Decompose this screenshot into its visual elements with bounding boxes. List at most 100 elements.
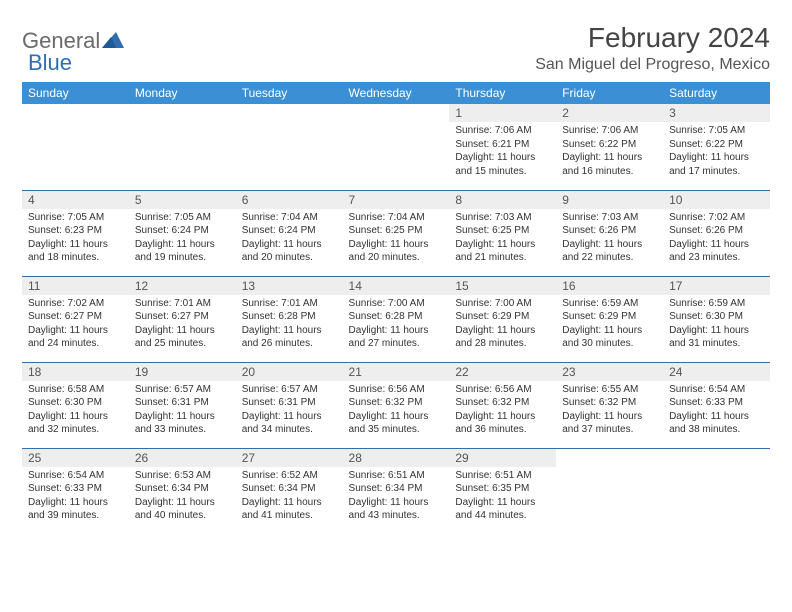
sunset-text: Sunset: 6:34 PM — [135, 482, 230, 496]
day-number: 15 — [449, 277, 556, 295]
sunrise-text: Sunrise: 7:06 AM — [455, 124, 550, 138]
calendar-day-cell: 23 Sunrise: 6:55 AMSunset: 6:32 PMDayligh… — [556, 362, 663, 448]
sunrise-text: Sunrise: 7:04 AM — [349, 211, 444, 225]
calendar-week-row: 25Sunrise: 6:54 AMSunset: 6:33 PMDayligh… — [22, 448, 770, 534]
daylight-text: Daylight: 11 hours and 41 minutes. — [242, 496, 337, 523]
calendar-body: 1Sunrise: 7:06 AMSunset: 6:21 PMDaylight… — [22, 104, 770, 534]
sunrise-text: Sunrise: 7:04 AM — [242, 211, 337, 225]
day-info: Sunrise: 7:04 AMSunset: 6:24 PMDaylight:… — [236, 209, 343, 269]
day-info: Sunrise: 7:01 AMSunset: 6:28 PMDaylight:… — [236, 295, 343, 355]
day-number: 3 — [663, 104, 770, 122]
daylight-text: Daylight: 11 hours and 30 minutes. — [562, 324, 657, 351]
logo-triangle-icon — [102, 28, 124, 54]
sunset-text: Sunset: 6:24 PM — [242, 224, 337, 238]
day-info: Sunrise: 7:04 AMSunset: 6:25 PMDaylight:… — [343, 209, 450, 269]
day-number: 2 — [556, 104, 663, 122]
daylight-text: Daylight: 11 hours and 35 minutes. — [349, 410, 444, 437]
calendar-day-cell — [556, 448, 663, 534]
weekday-header: Monday — [129, 82, 236, 104]
calendar-day-cell: 14Sunrise: 7:00 AMSunset: 6:28 PMDayligh… — [343, 276, 450, 362]
sunrise-text: Sunrise: 6:54 AM — [28, 469, 123, 483]
calendar-week-row: 18Sunrise: 6:58 AMSunset: 6:30 PMDayligh… — [22, 362, 770, 448]
day-number: 19 — [129, 363, 236, 381]
day-number: 28 — [343, 449, 450, 467]
calendar-day-cell: 20Sunrise: 6:57 AMSunset: 6:31 PMDayligh… — [236, 362, 343, 448]
daylight-text: Daylight: 11 hours and 26 minutes. — [242, 324, 337, 351]
calendar-day-cell: 21Sunrise: 6:56 AMSunset: 6:32 PMDayligh… — [343, 362, 450, 448]
daylight-text: Daylight: 11 hours and 22 minutes. — [562, 238, 657, 265]
day-info: Sunrise: 6:57 AMSunset: 6:31 PMDaylight:… — [236, 381, 343, 441]
sunset-text: Sunset: 6:34 PM — [242, 482, 337, 496]
sunset-text: Sunset: 6:28 PM — [349, 310, 444, 324]
calendar-day-cell: 1Sunrise: 7:06 AMSunset: 6:21 PMDaylight… — [449, 104, 556, 190]
day-number: 9 — [556, 191, 663, 209]
day-info: Sunrise: 6:59 AMSunset: 6:30 PMDaylight:… — [663, 295, 770, 355]
daylight-text: Daylight: 11 hours and 18 minutes. — [28, 238, 123, 265]
calendar-day-cell: 22Sunrise: 6:56 AMSunset: 6:32 PMDayligh… — [449, 362, 556, 448]
day-number: 29 — [449, 449, 556, 467]
calendar-day-cell: 16Sunrise: 6:59 AMSunset: 6:29 PMDayligh… — [556, 276, 663, 362]
daylight-text: Daylight: 11 hours and 19 minutes. — [135, 238, 230, 265]
day-number: 26 — [129, 449, 236, 467]
sunrise-text: Sunrise: 7:06 AM — [562, 124, 657, 138]
calendar-day-cell: 24Sunrise: 6:54 AMSunset: 6:33 PMDayligh… — [663, 362, 770, 448]
day-number: 21 — [343, 363, 450, 381]
sunrise-text: Sunrise: 7:00 AM — [455, 297, 550, 311]
calendar-day-cell: 17Sunrise: 6:59 AMSunset: 6:30 PMDayligh… — [663, 276, 770, 362]
sunset-text: Sunset: 6:30 PM — [669, 310, 764, 324]
daylight-text: Daylight: 11 hours and 17 minutes. — [669, 151, 764, 178]
daylight-text: Daylight: 11 hours and 15 minutes. — [455, 151, 550, 178]
daylight-text: Daylight: 11 hours and 38 minutes. — [669, 410, 764, 437]
sunset-text: Sunset: 6:34 PM — [349, 482, 444, 496]
sunrise-text: Sunrise: 6:56 AM — [455, 383, 550, 397]
calendar-table: Sunday Monday Tuesday Wednesday Thursday… — [22, 82, 770, 534]
sunrise-text: Sunrise: 7:03 AM — [455, 211, 550, 225]
day-info: Sunrise: 7:03 AMSunset: 6:26 PMDaylight:… — [556, 209, 663, 269]
day-number: 23 — [556, 363, 663, 381]
calendar-day-cell: 3Sunrise: 7:05 AMSunset: 6:22 PMDaylight… — [663, 104, 770, 190]
title-block: February 2024 San Miguel del Progreso, M… — [535, 22, 770, 74]
daylight-text: Daylight: 11 hours and 23 minutes. — [669, 238, 764, 265]
calendar-day-cell: 18Sunrise: 6:58 AMSunset: 6:30 PMDayligh… — [22, 362, 129, 448]
day-number: 18 — [22, 363, 129, 381]
sunset-text: Sunset: 6:25 PM — [455, 224, 550, 238]
day-info: Sunrise: 6:51 AMSunset: 6:34 PMDaylight:… — [343, 467, 450, 527]
calendar-day-cell — [129, 104, 236, 190]
sunset-text: Sunset: 6:24 PM — [135, 224, 230, 238]
day-number: 27 — [236, 449, 343, 467]
sunrise-text: Sunrise: 7:01 AM — [135, 297, 230, 311]
sunset-text: Sunset: 6:31 PM — [242, 396, 337, 410]
calendar-week-row: 4Sunrise: 7:05 AMSunset: 6:23 PMDaylight… — [22, 190, 770, 276]
sunrise-text: Sunrise: 6:55 AM — [562, 383, 657, 397]
calendar-day-cell: 10Sunrise: 7:02 AMSunset: 6:26 PMDayligh… — [663, 190, 770, 276]
sunrise-text: Sunrise: 7:02 AM — [28, 297, 123, 311]
weekday-header: Sunday — [22, 82, 129, 104]
calendar-day-cell: 11Sunrise: 7:02 AMSunset: 6:27 PMDayligh… — [22, 276, 129, 362]
sunset-text: Sunset: 6:32 PM — [455, 396, 550, 410]
day-number: 8 — [449, 191, 556, 209]
day-info: Sunrise: 7:02 AMSunset: 6:26 PMDaylight:… — [663, 209, 770, 269]
header: General February 2024 San Miguel del Pro… — [22, 22, 770, 74]
day-number: 12 — [129, 277, 236, 295]
daylight-text: Daylight: 11 hours and 37 minutes. — [562, 410, 657, 437]
sunset-text: Sunset: 6:33 PM — [669, 396, 764, 410]
day-info: Sunrise: 6:56 AMSunset: 6:32 PMDaylight:… — [343, 381, 450, 441]
sunset-text: Sunset: 6:31 PM — [135, 396, 230, 410]
day-info: Sunrise: 6:53 AMSunset: 6:34 PMDaylight:… — [129, 467, 236, 527]
day-number: 16 — [556, 277, 663, 295]
calendar-day-cell: 13Sunrise: 7:01 AMSunset: 6:28 PMDayligh… — [236, 276, 343, 362]
weekday-header: Tuesday — [236, 82, 343, 104]
sunset-text: Sunset: 6:25 PM — [349, 224, 444, 238]
daylight-text: Daylight: 11 hours and 34 minutes. — [242, 410, 337, 437]
sunrise-text: Sunrise: 6:57 AM — [242, 383, 337, 397]
sunset-text: Sunset: 6:32 PM — [562, 396, 657, 410]
day-info: Sunrise: 7:00 AMSunset: 6:29 PMDaylight:… — [449, 295, 556, 355]
daylight-text: Daylight: 11 hours and 32 minutes. — [28, 410, 123, 437]
day-number: 13 — [236, 277, 343, 295]
sunset-text: Sunset: 6:27 PM — [28, 310, 123, 324]
day-info: Sunrise: 6:51 AMSunset: 6:35 PMDaylight:… — [449, 467, 556, 527]
day-info: Sunrise: 6:54 AMSunset: 6:33 PMDaylight:… — [663, 381, 770, 441]
calendar-day-cell: 12Sunrise: 7:01 AMSunset: 6:27 PMDayligh… — [129, 276, 236, 362]
daylight-text: Daylight: 11 hours and 33 minutes. — [135, 410, 230, 437]
day-info: Sunrise: 6:59 AMSunset: 6:29 PMDaylight:… — [556, 295, 663, 355]
